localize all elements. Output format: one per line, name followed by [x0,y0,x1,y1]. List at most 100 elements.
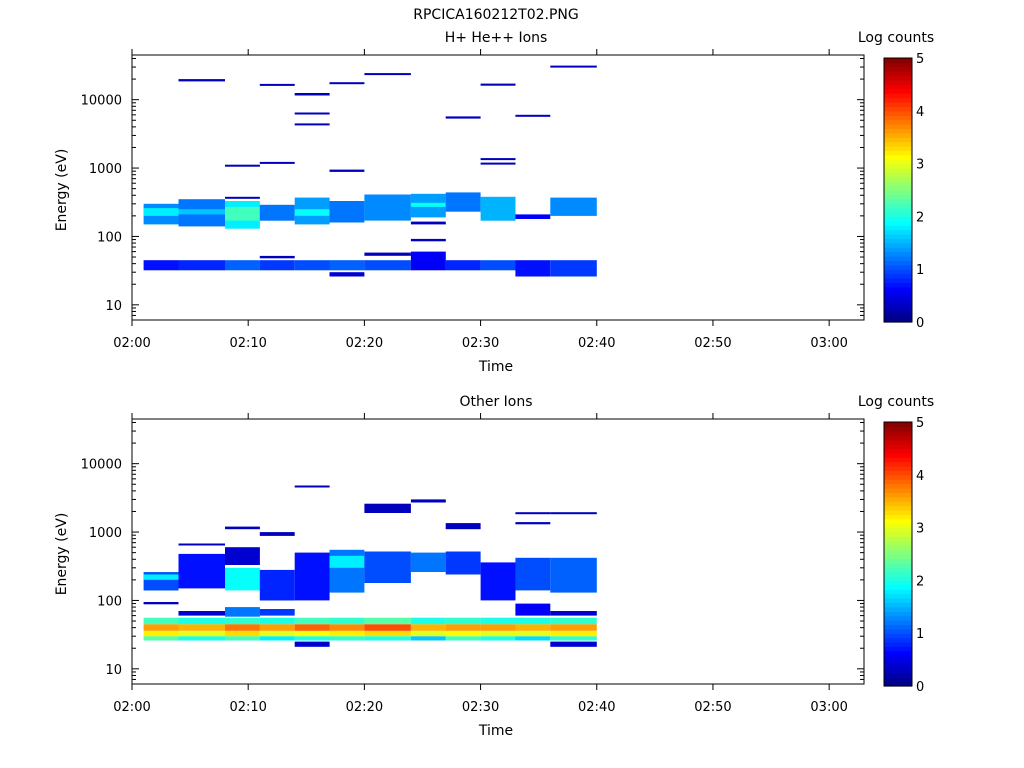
colorbar-swatch [884,430,912,436]
colorbar-swatch [884,128,912,134]
x-tick-label: 02:20 [346,700,383,715]
heatmap-cell [515,636,551,641]
colorbar-swatch [884,620,912,625]
panel-title: Other Ions [459,394,532,410]
colorbar-swatch [884,558,912,564]
heatmap-cell [294,112,330,115]
colorbar-swatch [884,295,912,301]
colorbar-swatch [884,300,912,305]
colorbar-swatch [884,554,912,559]
panel-other-ions: Other Ions Log counts Time Energy (eV) 0… [54,394,934,739]
colorbar-swatch [884,584,912,590]
heatmap-cell [294,93,330,96]
colorbar-swatch [884,137,912,143]
heatmap-cell [225,196,260,199]
colorbar-swatch [884,124,912,129]
colorbar-swatch [884,549,912,555]
heatmap-cell [445,624,481,631]
colorbar-swatch [884,93,912,99]
colorbar-swatch [884,150,912,156]
y-tick-label: 10000 [81,94,122,109]
heatmap-cell [294,641,330,647]
colorbar-swatch [884,466,912,471]
colorbar-swatch [884,75,912,81]
colorbar-swatch [884,664,912,669]
colorbar-tick-label: 4 [916,469,924,484]
heatmap-cell [480,196,516,221]
heatmap-cell [550,197,597,216]
heatmap-cell [515,630,551,637]
colorbar-swatch [884,452,912,458]
colorbar-swatch [884,646,912,652]
y-tick-label: 100 [97,594,122,609]
x-tick-label: 02:10 [229,700,266,715]
colorbar-tick-label: 1 [916,263,924,278]
heatmap-cell [294,624,330,631]
heatmap-cell [294,617,330,625]
axes: 02:00 02:10 02:20 02:30 02:40 02:50 03:00 10 100… [81,413,865,715]
heatmap-cell [515,624,551,631]
colorbar-swatch [884,163,912,169]
heatmap-cell [445,630,481,637]
x-tick-label: 02:40 [578,336,615,351]
colorbar-swatch [884,611,912,617]
heatmap-cell [515,214,551,219]
heatmap-cell [259,255,295,259]
heatmap-cell [364,617,411,625]
heatmap-cell [143,617,179,625]
colorbar-swatch [884,598,912,603]
colorbar-swatch [884,247,912,253]
x-tick-label: 03:00 [810,700,847,715]
colorbar-swatch [884,668,912,674]
colorbar: 0 1 2 3 4 5 [883,52,924,331]
colorbar-swatch [884,282,912,288]
colorbar-swatch [884,479,912,485]
colorbar-swatch [884,141,912,147]
heatmap-cell [225,526,260,530]
heatmap-cell [445,617,481,625]
heatmap-cells [143,65,597,277]
colorbar-swatch [884,102,912,107]
heatmap-cell [410,617,446,625]
colorbar-swatch [884,562,912,568]
heatmap-cell [550,611,597,616]
heatmap-cell [410,630,446,637]
x-tick-label: 02:00 [113,700,150,715]
heatmap-cell [259,260,295,271]
colorbar-swatch [884,203,912,209]
x-tick-label: 02:30 [462,336,499,351]
heatmap-cell [259,83,295,86]
colorbar-swatch [884,106,912,112]
heatmap-cell [143,208,179,216]
heatmap-cell [364,630,411,637]
heatmap-cell [259,204,295,221]
heatmap-cell [329,82,365,85]
heatmap-cell [515,512,551,515]
heatmap-cell [410,499,446,503]
colorbar-swatch [884,606,912,612]
heatmap-cell [550,624,597,631]
colorbar-swatch [884,234,912,239]
heatmap-cell [445,116,481,119]
colorbar-swatch [884,154,912,160]
colorbar-swatch [884,510,912,515]
colorbar-swatch [884,88,912,94]
colorbar-swatch [884,474,912,480]
colorbar-swatch [884,159,912,165]
colorbar-tick-label: 0 [916,680,924,695]
heatmap-cell [550,636,597,641]
plot-frame [131,54,865,321]
y-tick-label: 100 [97,230,122,245]
figure-title: RPCICA160212T02.PNG [413,7,578,23]
heatmap-cell [178,611,225,616]
colorbar-swatch [884,58,912,63]
colorbar-swatch [884,286,912,292]
heatmap-cell [225,624,260,631]
heatmap-cell [480,630,516,637]
heatmap-cell [178,209,225,215]
colorbar-swatch [884,194,912,200]
colorbar-swatch [884,532,912,537]
colorbar-tick-label: 3 [916,522,924,537]
heatmap-cell [410,552,446,572]
